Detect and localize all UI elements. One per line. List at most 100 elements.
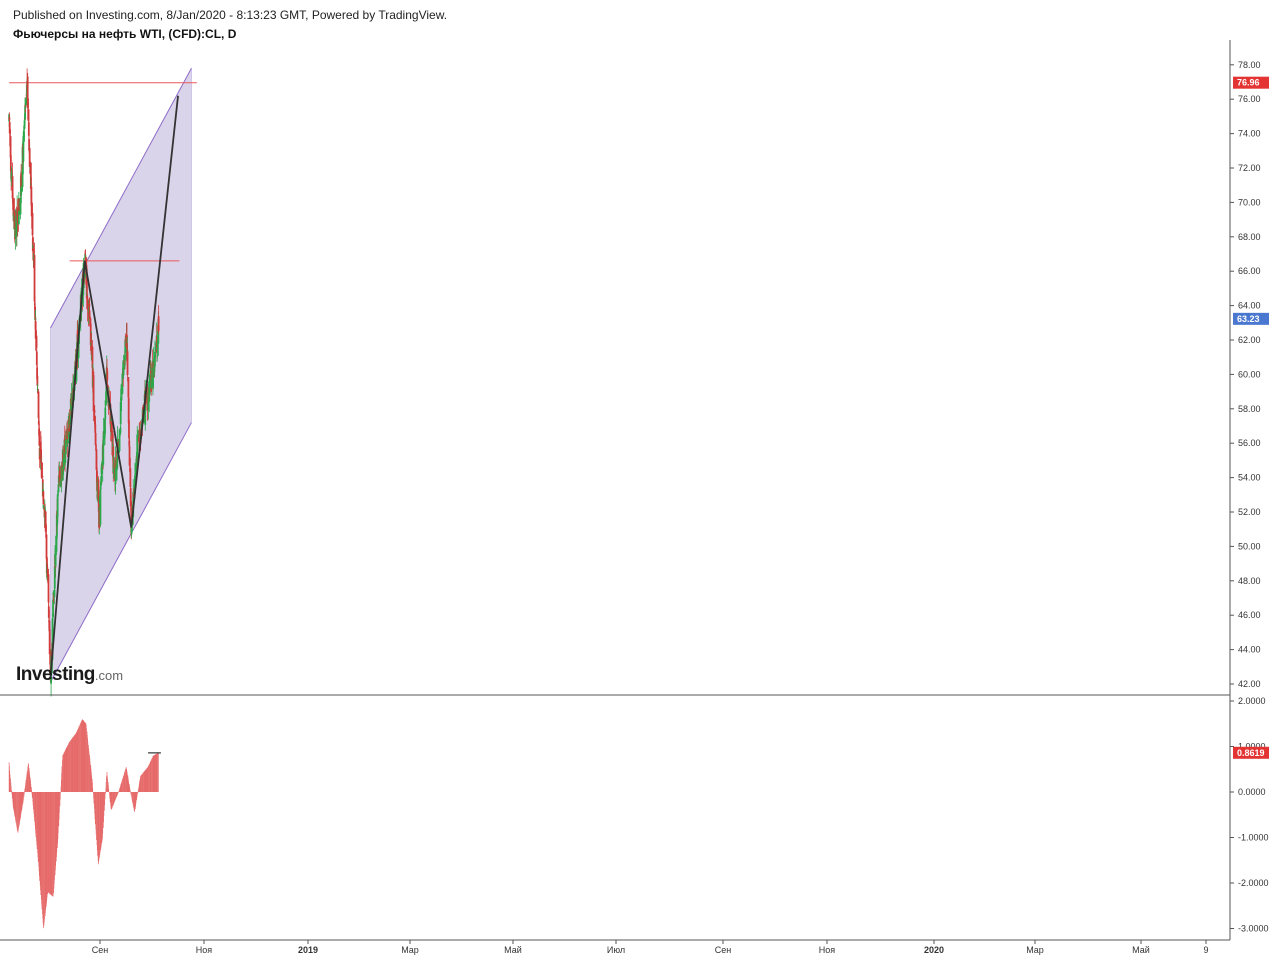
candle-body	[20, 187, 23, 192]
level-badge-label: 76.96	[1237, 78, 1260, 88]
candle-body	[47, 606, 50, 618]
candle	[35, 339, 38, 370]
candle	[31, 202, 34, 241]
candle-body	[110, 421, 113, 432]
candle	[94, 421, 97, 451]
candle-body	[152, 368, 154, 387]
candle-body	[40, 449, 42, 464]
candle-body	[88, 310, 91, 320]
price-tick-label: 50.00	[1238, 541, 1261, 551]
candle-body	[26, 76, 29, 108]
time-tick-label: Май	[504, 945, 522, 955]
candle-body	[61, 465, 64, 480]
candle-body	[52, 599, 54, 618]
time-tick-label: Ноя	[819, 945, 836, 955]
candle-body	[94, 416, 96, 422]
candle-body	[55, 537, 58, 552]
candle-body	[31, 212, 34, 236]
candle-body	[94, 432, 97, 446]
candle-body	[22, 131, 25, 138]
candle-body	[150, 373, 153, 389]
osc-tick-label: 0.0000	[1238, 787, 1266, 797]
candle-body	[134, 467, 137, 475]
candle-body	[24, 98, 27, 106]
price-tick-label: 60.00	[1238, 369, 1261, 379]
price-tick-label: 64.00	[1238, 301, 1261, 311]
oscillator-layer	[0, 694, 1230, 929]
candle-body	[136, 434, 139, 438]
candle	[157, 305, 160, 335]
candle-body	[10, 172, 13, 174]
price-tick-label: 78.00	[1238, 60, 1261, 70]
candle-body	[120, 396, 123, 401]
candle-body	[48, 620, 51, 632]
channel-layer	[50, 68, 192, 683]
candle	[10, 166, 13, 187]
candle-body	[59, 481, 62, 486]
candle	[128, 437, 131, 472]
osc-value-badge-bg	[1233, 746, 1269, 759]
candle-body	[44, 511, 47, 532]
candle	[24, 98, 27, 110]
time-tick-label: Сен	[715, 945, 732, 955]
candle-body	[22, 136, 25, 162]
candle-body	[130, 501, 133, 535]
candle-body	[129, 468, 132, 487]
price-tick-label: 66.00	[1238, 266, 1261, 276]
candle-body	[86, 300, 89, 309]
candle	[36, 383, 39, 392]
candle-body	[12, 198, 15, 211]
candle-body	[128, 420, 130, 439]
price-tick-label: 70.00	[1238, 197, 1261, 207]
time-tick-label: Май	[1132, 945, 1150, 955]
candle	[42, 490, 45, 506]
candle-body	[144, 392, 147, 425]
candle-body	[106, 367, 108, 371]
candle	[126, 342, 129, 382]
candle-body	[38, 431, 41, 446]
candle-body	[112, 463, 115, 472]
price-tick-label: 62.00	[1238, 335, 1261, 345]
candle	[20, 185, 23, 195]
candle-body	[100, 466, 103, 474]
candle-body	[148, 383, 151, 387]
candle-body	[64, 452, 67, 463]
candle	[122, 354, 125, 379]
candle-body	[82, 287, 85, 296]
candle-body	[127, 377, 130, 398]
osc-tick-label: 1.0000	[1238, 742, 1266, 752]
candle	[118, 429, 121, 454]
candle	[112, 455, 115, 480]
candle-body	[41, 476, 44, 478]
last-price-badge: 63.23	[1233, 312, 1269, 325]
candle	[41, 463, 44, 481]
time-tick-label: Сен	[92, 945, 109, 955]
time-tick-label: Мар	[401, 945, 419, 955]
candle-body	[116, 457, 119, 469]
price-tick-label: 44.00	[1238, 645, 1261, 655]
candle-body	[134, 475, 136, 487]
candle-body	[51, 618, 54, 660]
osc-tick-label: -2.0000	[1238, 878, 1269, 888]
candle-body	[126, 351, 129, 376]
candle-body	[35, 351, 38, 366]
candle-body	[42, 505, 45, 507]
candle	[44, 510, 47, 538]
osc-tick-label: 2.0000	[1238, 696, 1266, 706]
candle-body	[36, 389, 39, 391]
candle-body	[53, 589, 56, 598]
candle	[136, 429, 139, 444]
candle-body	[18, 210, 21, 214]
axis-layer: 78.00 76.00 74.00 72.00 70.00 68.00 66.00 64.00…	[0, 40, 1269, 955]
price-tick-label: 72.00	[1238, 163, 1261, 173]
candle	[40, 454, 43, 479]
candle-body	[24, 105, 27, 120]
candle-body	[20, 173, 23, 191]
level-badge-bg	[1233, 76, 1269, 89]
investing-logo: Investing.com	[16, 664, 124, 685]
candle-body	[58, 470, 61, 483]
candle-body	[40, 462, 43, 478]
candle-body	[128, 446, 131, 466]
candle-body	[66, 439, 69, 444]
